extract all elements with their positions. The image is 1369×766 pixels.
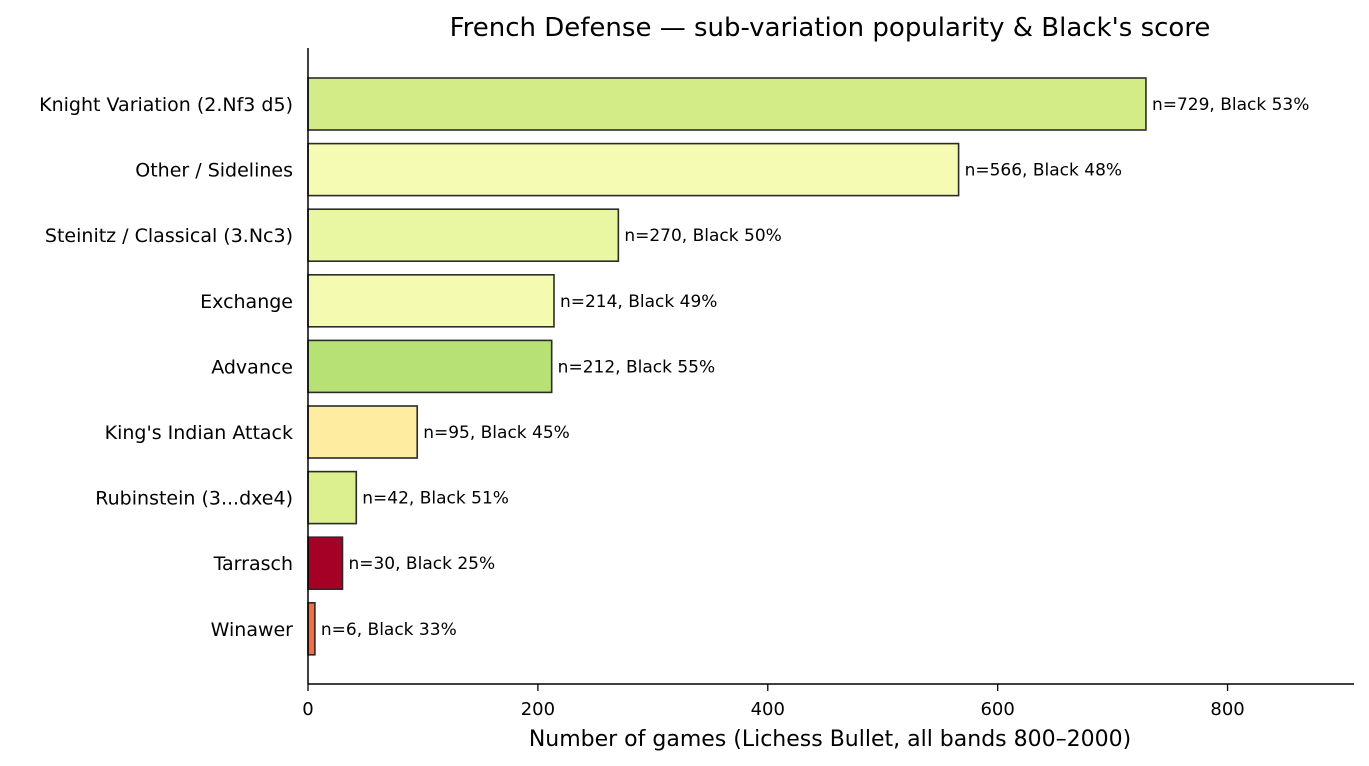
bar-value-labels: n=729, Black 53% n=566, Black 48% n=270, B… <box>321 95 1310 640</box>
bar-value-label: n=212, Black 55% <box>558 357 715 377</box>
bar-value-label: n=6, Black 33% <box>321 620 457 640</box>
x-tick-label: 400 <box>751 699 785 720</box>
bar <box>307 77 1147 131</box>
category-label: Tarrasch <box>213 553 293 575</box>
x-tick-label: 0 <box>302 699 313 720</box>
bar <box>307 208 620 262</box>
bar-value-label: n=729, Black 53% <box>1152 95 1309 115</box>
bar-value-label: n=214, Black 49% <box>560 292 717 312</box>
chart-title: French Defense — sub-variation popularit… <box>450 13 1211 43</box>
category-label: King's Indian Attack <box>105 422 293 444</box>
bar <box>307 339 553 394</box>
bars-group <box>307 77 1147 656</box>
x-axis-ticks: 0 200 400 600 800 <box>302 684 1245 720</box>
bar-value-label: n=95, Black 45% <box>423 423 570 443</box>
category-label: Steinitz / Classical (3.Nc3) <box>45 225 293 247</box>
bar <box>307 470 358 525</box>
bar-value-label: n=270, Black 50% <box>624 226 781 246</box>
bar <box>307 536 344 591</box>
bar-value-label: n=42, Black 51% <box>362 489 509 509</box>
category-label: Other / Sidelines <box>135 160 293 182</box>
x-axis-title: Number of games (Lichess Bullet, all ban… <box>529 727 1131 752</box>
category-label: Advance <box>211 356 293 378</box>
bar <box>307 601 316 656</box>
x-tick-label: 200 <box>521 699 555 720</box>
category-label: Rubinstein (3...dxe4) <box>95 488 293 510</box>
bar-value-label: n=566, Black 48% <box>965 161 1122 181</box>
category-label: Knight Variation (2.Nf3 d5) <box>39 94 293 116</box>
bar <box>307 273 555 328</box>
bar <box>307 142 960 197</box>
x-tick-label: 600 <box>980 699 1014 720</box>
bar <box>307 405 418 459</box>
bar-value-label: n=30, Black 25% <box>348 554 495 574</box>
category-label: Exchange <box>200 291 293 313</box>
category-label: Winawer <box>211 619 294 641</box>
x-tick-label: 800 <box>1210 699 1244 720</box>
category-labels: Knight Variation (2.Nf3 d5) Other / Sidel… <box>39 94 293 641</box>
